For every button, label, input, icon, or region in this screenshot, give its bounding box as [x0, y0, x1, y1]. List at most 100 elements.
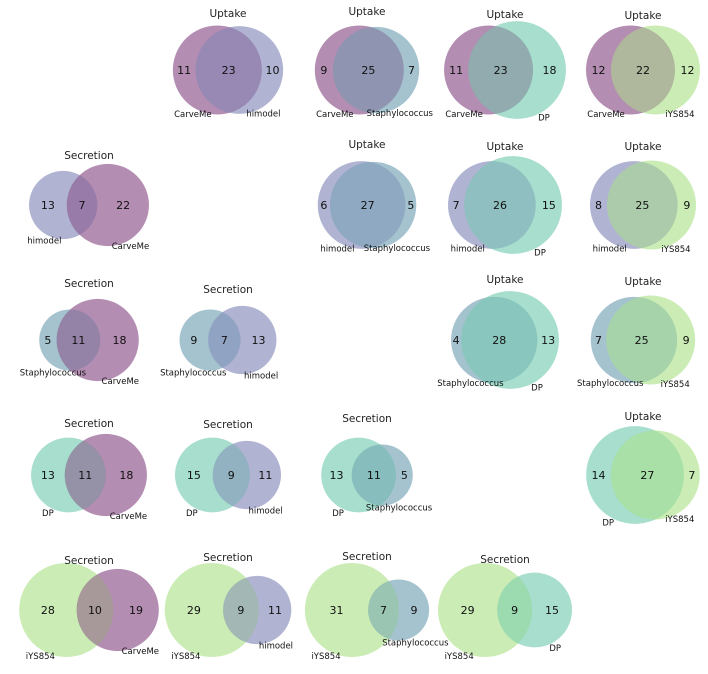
venn-count-left: 11: [177, 64, 191, 77]
venn-title: Uptake: [486, 274, 523, 286]
venn-count-intersection: 11: [71, 334, 85, 347]
venn-count-right: 18: [119, 469, 133, 482]
venn-set-label-left: CarveMe: [316, 110, 353, 120]
venn-intersection: [611, 27, 675, 113]
venn-title: Secretion: [64, 555, 114, 567]
venn-secretion-dp-vs-himodel: Secretion 15 9 11 DP himodel: [175, 419, 283, 519]
venn-title: Uptake: [209, 8, 246, 20]
venn-count-right: 11: [268, 604, 282, 617]
venn-set-label-right: himodel: [259, 641, 293, 651]
venn-title: Uptake: [486, 141, 523, 153]
venn-count-right: 5: [407, 199, 414, 212]
venn-secretion-iys854-vs-himodel: Secretion 29 9 11 iYS854 himodel: [164, 552, 293, 662]
venn-circle-staphylococcus: [351, 444, 413, 506]
venn-count-left: 6: [320, 199, 327, 212]
venn-intersection: [195, 27, 262, 113]
venn-circle-iys854: [607, 160, 697, 250]
venn-circle-staphylococcus: [368, 579, 430, 641]
venn-circle-dp: [497, 572, 573, 648]
venn-title: Uptake: [348, 6, 385, 18]
venn-set-label-left: himodel: [593, 244, 627, 254]
venn-count-intersection: 11: [78, 469, 92, 482]
venn-intersection: [468, 26, 534, 114]
venn-circle-staphylococcus: [329, 161, 417, 249]
venn-count-right: 19: [129, 604, 143, 617]
venn-count-left: 13: [41, 469, 55, 482]
venn-title: Secretion: [342, 551, 392, 563]
venn-circle-himodel: [195, 26, 284, 114]
venn-set-label-right: Staphylococcus: [366, 503, 433, 513]
venn-count-right: 7: [408, 64, 415, 77]
venn-intersection: [497, 576, 533, 644]
venn-set-label-left: Staphylococcus: [577, 379, 644, 389]
venn-intersection: [610, 430, 684, 520]
venn-set-label-right: DP: [534, 249, 546, 259]
venn-title: Uptake: [486, 9, 523, 21]
venn-count-left: 29: [461, 604, 475, 617]
venn-set-label-left: DP: [42, 509, 54, 519]
venn-secretion-iys854-vs-staphylococcus: Secretion 31 7 9 iYS854 Staphylococcus: [304, 551, 449, 662]
venn-count-left: 13: [329, 469, 343, 482]
venn-secretion-dp-vs-carveme: Secretion 13 11 18 DP CarveMe: [31, 418, 147, 522]
venn-circle-carveme: [64, 433, 147, 517]
venn-count-right: 9: [683, 199, 690, 212]
venn-count-right: 10: [266, 64, 280, 77]
venn-title: Uptake: [624, 141, 661, 153]
venn-set-label-left: DP: [332, 509, 344, 519]
venn-uptake-himodel-vs-dp: Uptake 7 26 15 himodel DP: [448, 141, 562, 259]
venn-count-left: 9: [320, 64, 327, 77]
venn-count-left: 13: [41, 199, 55, 212]
venn-set-label-left: DP: [602, 519, 614, 529]
venn-count-left: 12: [592, 64, 606, 77]
venn-circle-himodel: [223, 575, 292, 645]
venn-count-intersection: 9: [237, 604, 244, 617]
venn-title: Secretion: [64, 150, 114, 162]
venn-set-label-left: iYS854: [445, 652, 474, 662]
venn-title: Uptake: [624, 411, 661, 423]
venn-title: Uptake: [624, 10, 661, 22]
venn-secretion-dp-vs-staphylococcus: Secretion 13 11 5 DP Staphylococcus: [321, 413, 433, 519]
venn-set-label-right: iYS854: [661, 245, 690, 255]
venn-count-right: 18: [113, 334, 127, 347]
venn-intersection: [464, 161, 536, 249]
venn-count-intersection: 25: [361, 64, 375, 77]
venn-intersection: [64, 440, 106, 510]
venn-set-label-right: CarveMe: [112, 242, 149, 252]
venn-count-intersection: 23: [222, 64, 236, 77]
venn-secretion-staphylococcus-vs-carveme: Secretion 5 11 18 Staphylococcus CarveMe: [20, 278, 139, 387]
venn-count-intersection: 7: [221, 334, 228, 347]
venn-count-right: 5: [401, 469, 408, 482]
venn-count-right: 11: [258, 469, 272, 482]
venn-title: Secretion: [480, 554, 530, 566]
venn-intersection: [461, 296, 538, 384]
venn-intersection: [66, 175, 98, 235]
venn-count-intersection: 28: [492, 334, 506, 347]
venn-circle-dp: [464, 156, 562, 254]
venn-set-label-left: CarveMe: [445, 110, 482, 120]
venn-set-label-right: DP: [549, 644, 561, 654]
venn-set-label-left: iYS854: [26, 652, 55, 662]
venn-circle-iys854: [610, 430, 700, 520]
venn-set-label-left: Staphylococcus: [160, 368, 227, 378]
venn-set-label-left: Staphylococcus: [437, 379, 504, 389]
venn-count-left: 29: [187, 604, 201, 617]
venn-set-label-right: himodel: [246, 109, 280, 119]
venn-set-label-left: iYS854: [171, 652, 200, 662]
venn-uptake-staphylococcus-vs-dp: Uptake 4 28 13 Staphylococcus DP: [437, 274, 559, 394]
venn-count-left: 8: [595, 199, 602, 212]
venn-circle-iys854: [304, 562, 399, 658]
venn-secretion-iys854-vs-dp: Secretion 29 9 15 iYS854 DP: [437, 554, 573, 662]
venn-intersection: [368, 581, 399, 639]
venn-intersection: [606, 297, 678, 383]
venn-uptake-carveme-vs-himodel: Uptake 11 23 10 CarveMe himodel: [172, 8, 284, 120]
venn-intersection: [351, 444, 396, 506]
venn-set-label-right: DP: [538, 114, 550, 124]
venn-intersection: [212, 443, 250, 507]
venn-uptake-himodel-vs-iys854: Uptake 8 25 9 himodel iYS854: [589, 141, 697, 255]
venn-title: Secretion: [64, 278, 114, 290]
venn-count-left: 11: [449, 64, 463, 77]
venn-set-label-left: iYS854: [311, 652, 340, 662]
venn-count-right: 12: [681, 64, 695, 77]
venn-circle-iys854: [611, 25, 701, 115]
venn-count-right: 13: [252, 334, 266, 347]
